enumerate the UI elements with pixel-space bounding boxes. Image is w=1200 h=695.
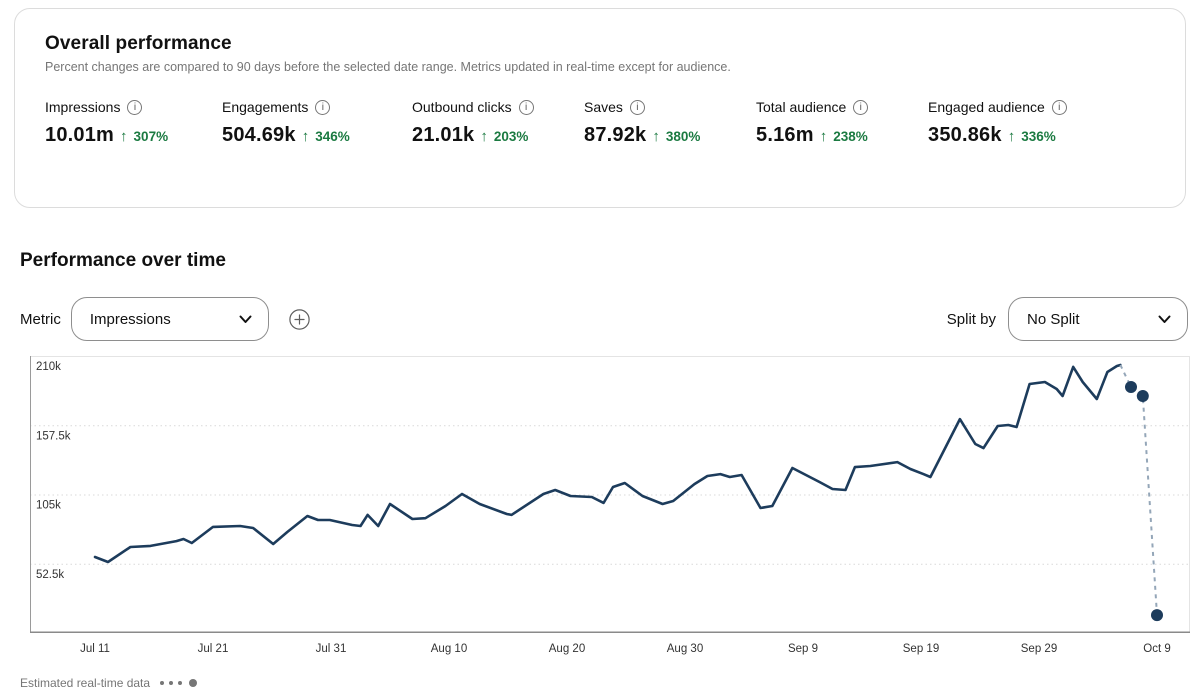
x-axis-label: Oct 9: [1143, 643, 1170, 655]
info-icon[interactable]: i: [315, 99, 331, 115]
metric-engaged-audience: Engaged audience i 350.86k ↑ 336%: [928, 99, 1155, 147]
plus-circle-icon: [289, 308, 311, 330]
y-axis-label: 52.5k: [36, 569, 64, 581]
metric-impressions: Impressions i 10.01m ↑ 307%: [45, 99, 222, 147]
metric-change: 380%: [665, 129, 701, 144]
metric-change: 307%: [133, 129, 169, 144]
metric-value: 504.69k: [222, 124, 296, 146]
up-arrow-icon: ↑: [480, 128, 488, 145]
split-by-value: No Split: [1027, 310, 1080, 328]
info-icon[interactable]: i: [629, 99, 645, 115]
section-title: Performance over time: [20, 250, 226, 271]
metric-engagements: Engagements i 504.69k ↑ 346%: [222, 99, 412, 147]
y-axis-label: 210k: [36, 361, 61, 373]
estimated-dashed-line: [1119, 364, 1158, 616]
up-arrow-icon: ↑: [301, 128, 310, 145]
metric-label: Engaged audience: [928, 99, 1045, 115]
y-axis-label: 157.5k: [36, 430, 71, 442]
up-arrow-icon: ↑: [1007, 128, 1016, 145]
metric-value: 350.86k: [928, 124, 1002, 146]
metric-label: Engagements: [222, 99, 309, 115]
info-icon[interactable]: i: [853, 99, 869, 115]
metrics-row: Impressions i 10.01m ↑ 307% Engagements i 50…: [45, 99, 1155, 147]
metric-select-label: Metric: [20, 310, 61, 328]
metric-label: Saves: [584, 99, 623, 115]
metric-label: Total audience: [756, 99, 847, 115]
x-axis-label: Sep 29: [1021, 643, 1057, 655]
chart-legend: Estimated real-time data: [20, 676, 1200, 690]
x-axis-label: Sep 9: [788, 643, 818, 655]
up-arrow-icon: ↑: [120, 128, 128, 145]
chart-controls: Metric Impressions Split by No Split: [20, 297, 1188, 341]
metric-value: 21.01k: [412, 124, 475, 146]
chevron-down-icon: [1158, 315, 1171, 323]
info-icon[interactable]: i: [127, 99, 143, 115]
line-chart-canvas[interactable]: 210k 157.5k 105k 52.5k Jul 11 Jul 21 Jul 31 Aug…: [30, 356, 1190, 668]
series-line[interactable]: [93, 363, 1122, 564]
performance-chart[interactable]: 210k 157.5k 105k 52.5k Jul 11 Jul 21 Jul 31 Aug…: [30, 356, 1190, 668]
overall-performance-card: Overall performance Percent changes are …: [14, 8, 1186, 208]
info-icon[interactable]: i: [518, 99, 534, 115]
metric-change: 346%: [315, 129, 350, 144]
metric-saves: Saves i 87.92k ↑ 380%: [584, 99, 756, 147]
metric-select-value: Impressions: [89, 310, 171, 328]
metric-change: 336%: [1021, 129, 1056, 144]
ellipsis-dots-icon: [160, 679, 198, 687]
metric-value: 5.16m: [756, 124, 814, 146]
x-axis-label: Jul 11: [80, 643, 110, 655]
x-axis-label: Jul 31: [316, 643, 347, 655]
split-by-label: Split by: [946, 310, 996, 328]
estimated-point[interactable]: [1151, 609, 1163, 622]
estimated-point[interactable]: [1136, 390, 1149, 402]
estimated-point[interactable]: [1125, 381, 1137, 393]
metric-label: Outbound clicks: [412, 99, 512, 115]
card-title: Overall performance: [45, 33, 232, 54]
legend-note: Estimated real-time data: [20, 676, 151, 690]
up-arrow-icon: ↑: [652, 128, 660, 145]
metric-select[interactable]: Impressions: [70, 297, 269, 341]
metric-change: 203%: [493, 129, 529, 144]
x-axis-label: Aug 30: [667, 643, 703, 655]
metric-change: 238%: [833, 129, 868, 144]
x-axis-label: Jul 21: [198, 643, 229, 655]
metric-value: 10.01m: [45, 124, 115, 146]
metric-label: Impressions: [45, 99, 121, 115]
x-axis-label: Sep 19: [903, 643, 939, 655]
x-axis-label: Aug 20: [549, 643, 585, 655]
y-axis-label: 105k: [36, 500, 61, 512]
chevron-down-icon: [239, 315, 252, 323]
add-metric-button[interactable]: [289, 308, 311, 330]
info-icon[interactable]: i: [1051, 99, 1067, 115]
metric-total-audience: Total audience i 5.16m ↑ 238%: [756, 99, 928, 147]
metric-value: 87.92k: [584, 124, 647, 146]
x-axis-label: Aug 10: [431, 643, 467, 655]
card-subtitle: Percent changes are compared to 90 days …: [45, 60, 731, 74]
split-by-select[interactable]: No Split: [1008, 297, 1188, 341]
metric-outbound-clicks: Outbound clicks i 21.01k ↑ 203%: [412, 99, 584, 147]
up-arrow-icon: ↑: [819, 128, 828, 145]
